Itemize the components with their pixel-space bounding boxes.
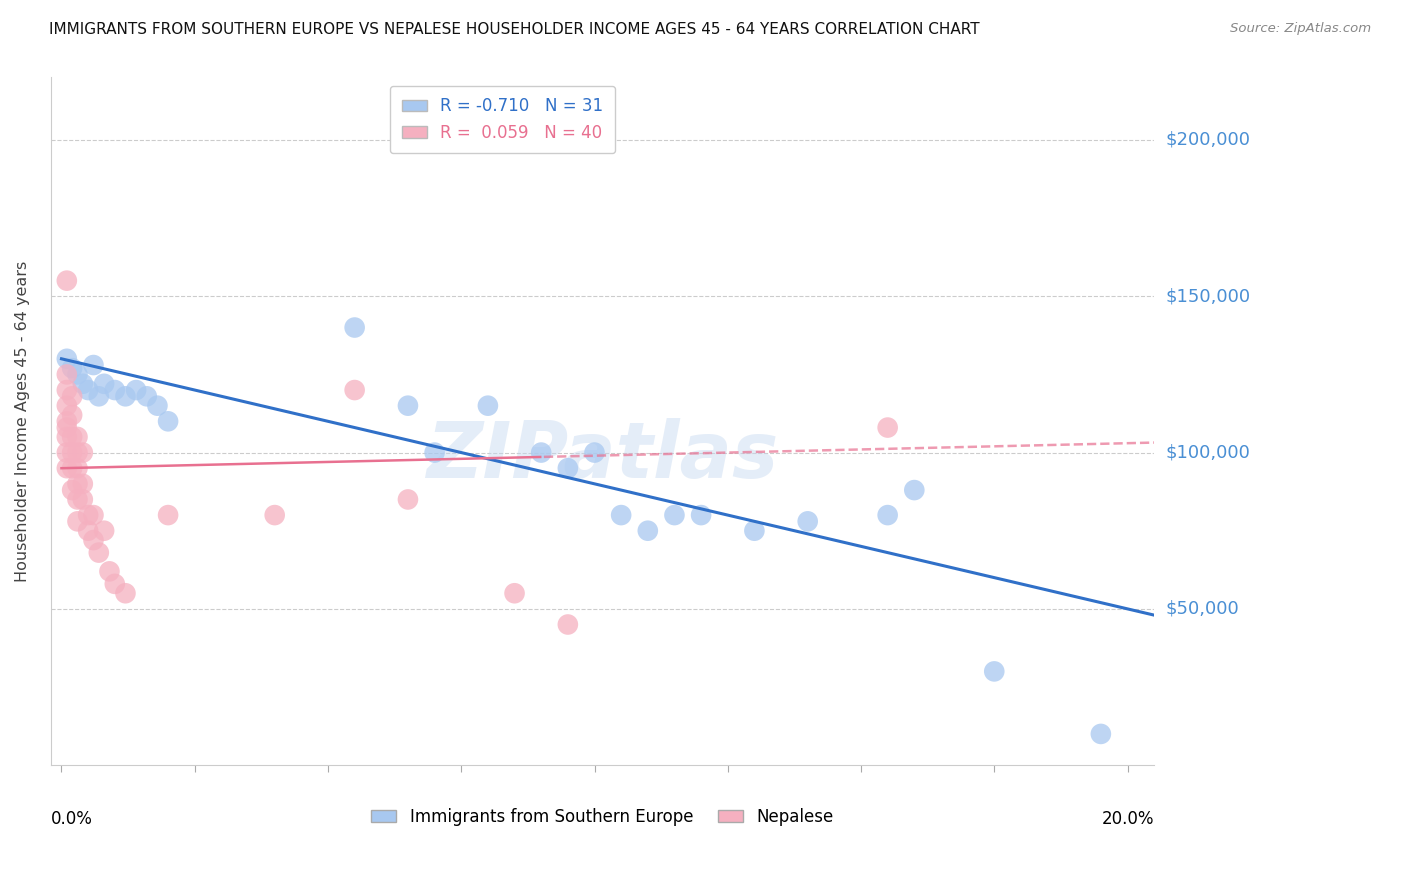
Point [610,508,633,522]
Point [114,389,136,403]
Point [557,617,579,632]
Point [1090,727,1112,741]
Point [82,358,104,372]
Point [56,461,79,475]
Point [690,508,713,522]
Point [60,461,83,475]
Point [66,514,89,528]
Point [135,389,157,403]
Point [77,383,100,397]
Point [93,376,115,391]
Point [72,376,94,391]
Point [72,492,94,507]
Point [263,508,285,522]
Point [60,408,83,422]
Text: Source: ZipAtlas.com: Source: ZipAtlas.com [1230,22,1371,36]
Point [60,483,83,497]
Point [903,483,925,497]
Point [98,565,121,579]
Point [60,389,83,403]
Text: $150,000: $150,000 [1166,287,1250,305]
Point [343,383,366,397]
Point [60,361,83,376]
Point [60,430,83,444]
Point [66,492,89,507]
Point [72,445,94,459]
Point [530,445,553,459]
Point [477,399,499,413]
Y-axis label: Householder Income Ages 45 - 64 years: Householder Income Ages 45 - 64 years [15,260,30,582]
Point [637,524,659,538]
Point [396,399,419,413]
Text: $200,000: $200,000 [1166,131,1250,149]
Point [583,445,606,459]
Point [66,430,89,444]
Point [66,445,89,459]
Point [56,383,79,397]
Point [66,476,89,491]
Text: $50,000: $50,000 [1166,600,1239,618]
Point [557,461,579,475]
Point [423,445,446,459]
Point [796,514,818,528]
Point [983,665,1005,679]
Point [56,368,79,382]
Point [157,508,180,522]
Point [56,430,79,444]
Point [93,524,115,538]
Point [56,420,79,434]
Point [503,586,526,600]
Point [60,445,83,459]
Point [56,351,79,366]
Point [82,533,104,547]
Point [876,508,898,522]
Point [343,320,366,334]
Point [56,274,79,288]
Text: 20.0%: 20.0% [1102,810,1154,828]
Point [66,461,89,475]
Point [744,524,766,538]
Point [104,383,127,397]
Text: $100,000: $100,000 [1166,443,1250,461]
Point [56,445,79,459]
Point [56,414,79,428]
Point [87,389,110,403]
Point [114,586,136,600]
Text: ZIPatlas: ZIPatlas [426,417,779,493]
Point [77,524,100,538]
Text: IMMIGRANTS FROM SOUTHERN EUROPE VS NEPALESE HOUSEHOLDER INCOME AGES 45 - 64 YEAR: IMMIGRANTS FROM SOUTHERN EUROPE VS NEPAL… [49,22,980,37]
Point [146,399,169,413]
Point [56,399,79,413]
Point [82,508,104,522]
Point [66,368,89,382]
Point [77,508,100,522]
Point [157,414,180,428]
Point [396,492,419,507]
Point [87,546,110,560]
Point [664,508,686,522]
Legend: Immigrants from Southern Europe, Nepalese: Immigrants from Southern Europe, Nepales… [364,801,841,832]
Point [125,383,148,397]
Text: 0.0%: 0.0% [51,810,93,828]
Point [72,476,94,491]
Point [876,420,898,434]
Point [104,577,127,591]
